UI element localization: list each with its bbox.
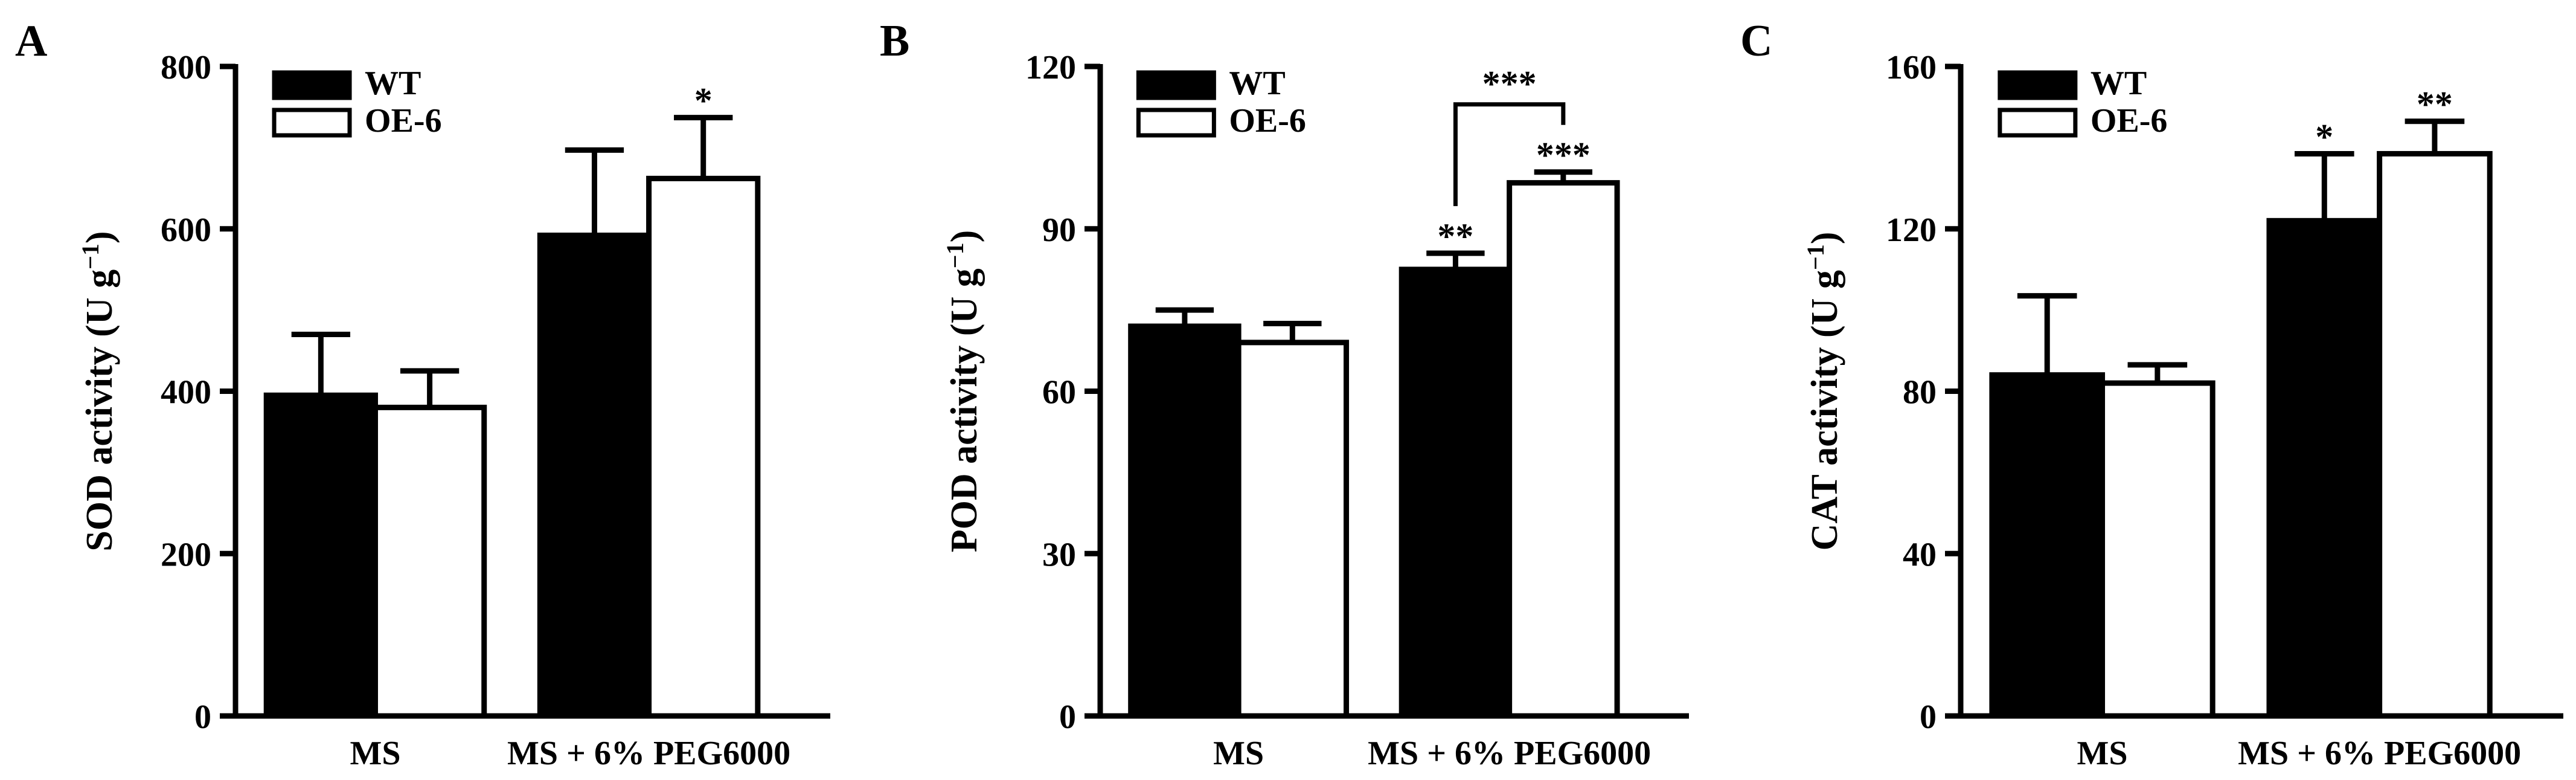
- panel-a: A 0 200 400 600 800 SOD activity (U g−1) MS MS +…: [15, 16, 830, 772]
- panel-c: C 0 40 80 120 160 CAT activity (U g−1) MS MS + 6…: [1740, 16, 2563, 772]
- bar-oe-6-peg: [2377, 150, 2493, 719]
- y-tick-label: 80: [1903, 374, 1937, 411]
- x-category-label: MS + 6% PEG6000: [2238, 735, 2521, 772]
- legend-label: OE-6: [1229, 102, 1306, 140]
- y-tick-label: 0: [1059, 698, 1076, 736]
- y-tick-label: 90: [1042, 211, 1076, 249]
- y-tick-label: 800: [161, 49, 211, 86]
- legend-label: OE-6: [2091, 102, 2168, 140]
- bar-oe-6-ms: [372, 404, 487, 719]
- y-axis-label: POD activity (U g−1): [941, 230, 985, 553]
- y-tick-label: 200: [161, 536, 211, 573]
- y-tick-label: 0: [1920, 698, 1937, 736]
- x-category-label: MS: [1213, 735, 1264, 772]
- significance-label: *: [694, 81, 713, 121]
- significance-bracket: [1453, 102, 1566, 207]
- bracket-label: ***: [1482, 64, 1537, 104]
- bar-oe-6-peg: [1507, 180, 1620, 719]
- panel-b: B 0 30 60 90 120 POD activity (U g−1) MS MS + 6%…: [880, 16, 1689, 772]
- bar-oe-6-peg: [646, 175, 761, 719]
- y-tick-label: 60: [1042, 374, 1076, 411]
- x-category-label: MS + 6% PEG6000: [1368, 735, 1651, 772]
- x-category-label: MS + 6% PEG6000: [507, 735, 790, 772]
- y-tick-label: 160: [1886, 49, 1937, 86]
- legend-swatch-wt: [272, 70, 352, 100]
- legend-label: WT: [1229, 65, 1285, 102]
- y-tick-label: 0: [194, 698, 211, 736]
- significance-label: **: [2417, 85, 2453, 124]
- bar-oe-6-ms: [1235, 340, 1350, 719]
- y-axis-label: CAT activity (U g−1): [1802, 232, 1845, 551]
- legend-label: WT: [365, 65, 421, 102]
- panel-label: B: [880, 16, 909, 66]
- panel-label: A: [15, 16, 47, 66]
- y-tick-label: 30: [1042, 536, 1076, 573]
- significance-label: **: [1437, 216, 1473, 256]
- y-tick-label: 400: [161, 374, 211, 411]
- y-tick-label: 40: [1903, 536, 1937, 573]
- panel-label: C: [1740, 16, 1772, 66]
- significance-label: *: [2315, 117, 2333, 156]
- y-axis-label: SOD activity (U g−1): [77, 231, 120, 551]
- y-tick-label: 600: [161, 211, 211, 249]
- legend-swatch-oe-6: [272, 108, 352, 138]
- x-category-label: MS: [2077, 735, 2128, 772]
- bar-wt-peg: [537, 233, 652, 719]
- bar-oe-6-ms: [2100, 380, 2216, 719]
- bar-wt-ms: [263, 392, 378, 719]
- y-tick-label: 120: [1886, 211, 1937, 249]
- legend-swatch-wt: [1136, 70, 1216, 100]
- legend-label: WT: [2091, 65, 2147, 102]
- bar-wt-peg: [1399, 266, 1513, 719]
- bar-wt-ms: [1989, 372, 2106, 719]
- legend-swatch-oe-6: [1998, 108, 2078, 138]
- legend-label: OE-6: [365, 102, 442, 140]
- x-category-label: MS: [350, 735, 400, 772]
- legend-swatch-oe-6: [1136, 108, 1216, 138]
- legend-swatch-wt: [1998, 70, 2078, 100]
- significance-label: ***: [1536, 135, 1591, 175]
- bar-wt-ms: [1128, 323, 1242, 719]
- bar-wt-peg: [2266, 218, 2383, 719]
- y-tick-label: 120: [1025, 49, 1076, 86]
